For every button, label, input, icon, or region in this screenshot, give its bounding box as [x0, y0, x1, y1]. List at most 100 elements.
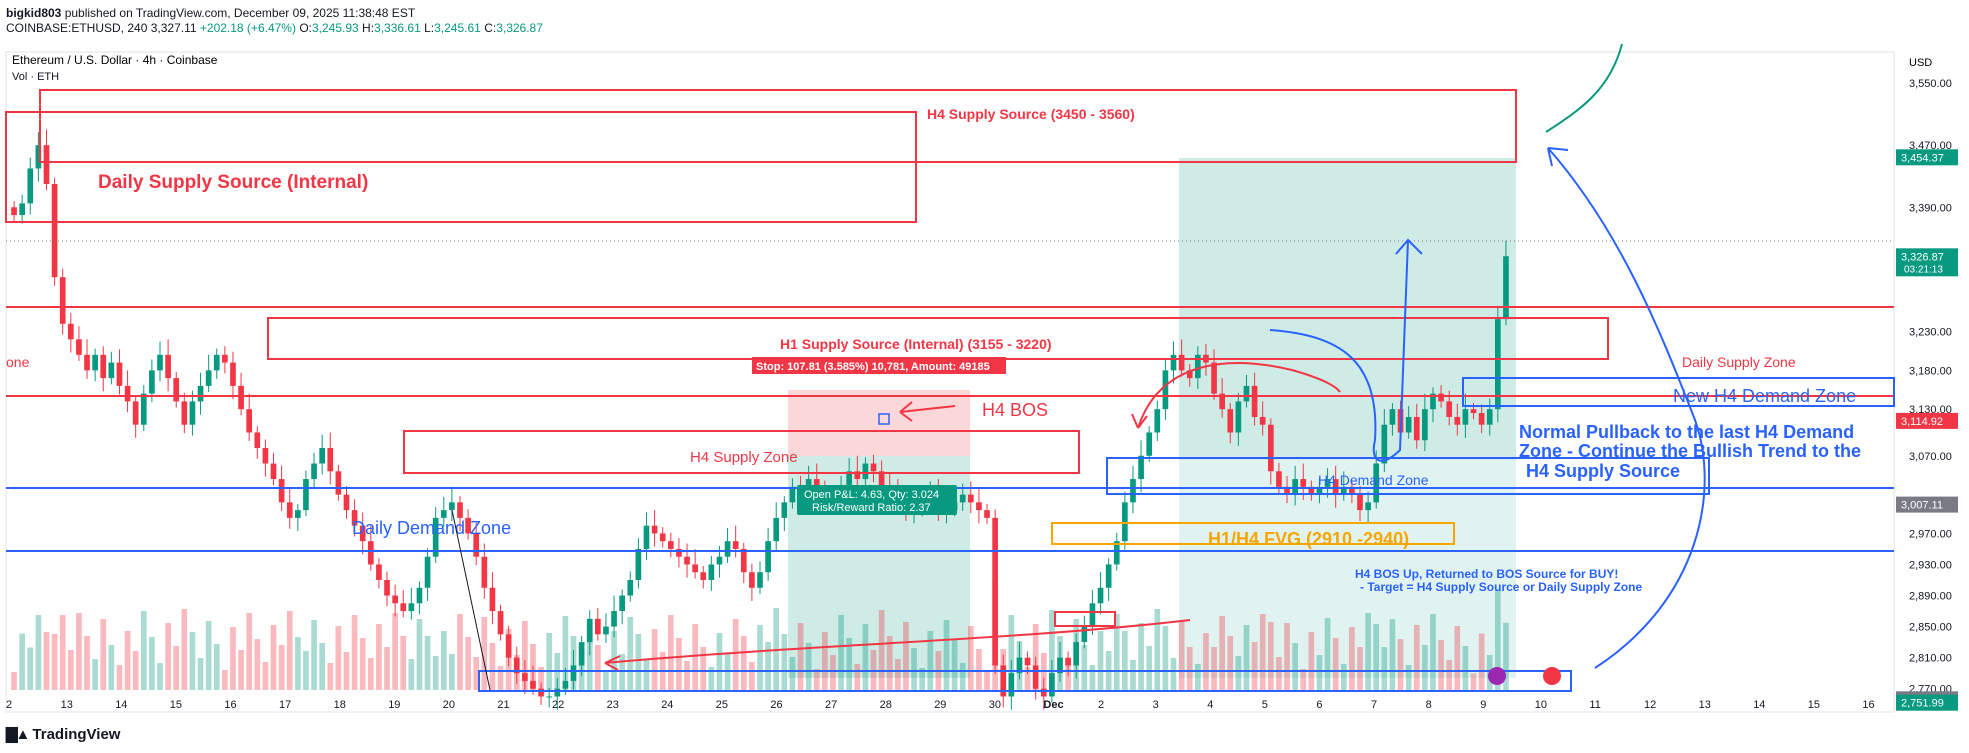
- candle-body: [1243, 385, 1250, 402]
- volume-bar: [27, 647, 34, 690]
- volume-bar: [1203, 633, 1209, 690]
- volume-bar: [335, 626, 342, 690]
- time-tick: 4: [1207, 699, 1213, 711]
- volume-bar: [1438, 640, 1444, 690]
- volume-bar: [1089, 665, 1096, 690]
- candle-body: [1284, 486, 1290, 495]
- volume-bar: [951, 640, 958, 690]
- candle-body: [1105, 564, 1112, 588]
- volume-bar: [708, 667, 715, 690]
- volume-bar: [1470, 673, 1477, 690]
- candle-body: [1057, 657, 1063, 674]
- candle-body: [976, 502, 982, 511]
- candle-body: [489, 587, 496, 612]
- time-tick: 11: [1589, 699, 1600, 711]
- time-tick: 28: [880, 699, 892, 711]
- volume-bar: [1195, 664, 1201, 690]
- volume-bar: [213, 644, 220, 690]
- symbol-label: COINBASE:ETHUSD, 240: [6, 21, 148, 35]
- volume-bar: [481, 617, 488, 690]
- volume-bar: [351, 615, 358, 690]
- candle-body: [173, 378, 180, 402]
- green-arrow-stroke[interactable]: [1545, 43, 1623, 133]
- volume-bar: [757, 625, 763, 690]
- red-arc[interactable]: [1137, 362, 1341, 429]
- volume-bar: [19, 633, 25, 690]
- bos-marker[interactable]: [878, 413, 890, 425]
- candle-body: [1162, 370, 1169, 410]
- event-icon[interactable]: [1488, 667, 1506, 685]
- candle-body: [351, 510, 358, 526]
- time-tick: 9: [1480, 699, 1486, 711]
- time-tick: 22: [552, 699, 564, 711]
- candle-body: [335, 471, 342, 495]
- candle-body: [595, 618, 601, 635]
- price-badge-bg: [1896, 149, 1958, 166]
- volume-bar: [1138, 623, 1144, 690]
- volume-bar: [603, 671, 609, 690]
- volume-bar: [343, 652, 350, 690]
- h4-demand-zone-box[interactable]: [1106, 457, 1710, 495]
- tradingview-logo[interactable]: ▇▲ TradingView: [6, 725, 120, 744]
- volume-bar: [465, 637, 471, 690]
- time-axis[interactable]: 2 13 14 15 16 17 18 19 20 21 22 23 24 25 26 27 28 29 30 Dec…: [6, 699, 1875, 711]
- stop-label-bg: [752, 357, 1006, 374]
- volume-bar: [1357, 647, 1363, 690]
- price-axis[interactable]: 3,550.003,470.003,390.003,310.003,230.00…: [1909, 78, 1952, 696]
- volume-bar: [367, 658, 374, 690]
- volume-bar: [262, 662, 269, 690]
- candle-body: [1316, 486, 1323, 495]
- volume-bar: [149, 637, 155, 690]
- currency-label[interactable]: USD: [1909, 57, 1932, 69]
- candle-body: [473, 533, 480, 557]
- time-tick: 5: [1262, 699, 1268, 711]
- volume-bar: [1243, 625, 1250, 690]
- candle-body: [165, 354, 171, 379]
- volume-bar: [1332, 638, 1339, 690]
- us-flag-icon[interactable]: [1543, 667, 1561, 685]
- candle-body: [205, 370, 212, 386]
- candle-body: [603, 626, 609, 635]
- candle-body: [862, 463, 869, 480]
- publish-header: bigkid803 published on TradingView.com, …: [6, 6, 415, 20]
- candle-body: [878, 471, 885, 487]
- h1-supply-internal-label: H1 Supply Source (Internal) (3155 - 3220…: [780, 336, 1052, 352]
- candle-body: [1332, 479, 1339, 495]
- candle-body: [1227, 409, 1234, 433]
- daily-supply-internal-box[interactable]: [5, 111, 917, 223]
- volume-bars: [11, 581, 1509, 690]
- trend-line[interactable]: [451, 509, 491, 691]
- volume-bar: [1381, 647, 1388, 690]
- time-tick: 19: [388, 699, 400, 711]
- volume-bar: [432, 656, 439, 690]
- volume-bar: [124, 631, 131, 690]
- legend-title: Ethereum / U.S. Dollar · 4h · Coinbase: [12, 53, 218, 67]
- volume-bar: [1389, 619, 1396, 690]
- red-long-arrow[interactable]: [604, 619, 1191, 671]
- candle-body: [586, 618, 593, 643]
- author-name[interactable]: bigkid803: [6, 6, 62, 20]
- fvg-box[interactable]: [1051, 522, 1455, 545]
- h4-supply-source-box[interactable]: [39, 89, 1517, 163]
- candle-body: [781, 502, 788, 518]
- bottom-demand-box[interactable]: [478, 670, 1572, 692]
- red-arc-head: [1131, 413, 1148, 429]
- bos-arrow[interactable]: [899, 401, 956, 422]
- blue-target-arrow[interactable]: [1547, 147, 1706, 669]
- volume-bar: [822, 632, 828, 690]
- small-supply-box[interactable]: [1054, 611, 1116, 627]
- volume-bar: [700, 647, 707, 690]
- h4-supply-zone-box[interactable]: [403, 430, 1080, 474]
- long-lower-zone: [1179, 460, 1516, 678]
- daily-supply-zone-label: Daily Supply Zone: [1682, 354, 1796, 370]
- h4-bos-label: H4 BOS: [982, 400, 1048, 420]
- candle-body: [1454, 416, 1461, 425]
- blue-swing-arrow[interactable]: [1269, 238, 1423, 462]
- time-tick: 20: [443, 699, 455, 711]
- volume-bar: [303, 651, 309, 690]
- high-value: 3,336.61: [374, 21, 421, 35]
- volume-bar: [903, 622, 909, 690]
- volume-bar: [489, 643, 496, 690]
- candle-body: [773, 517, 780, 542]
